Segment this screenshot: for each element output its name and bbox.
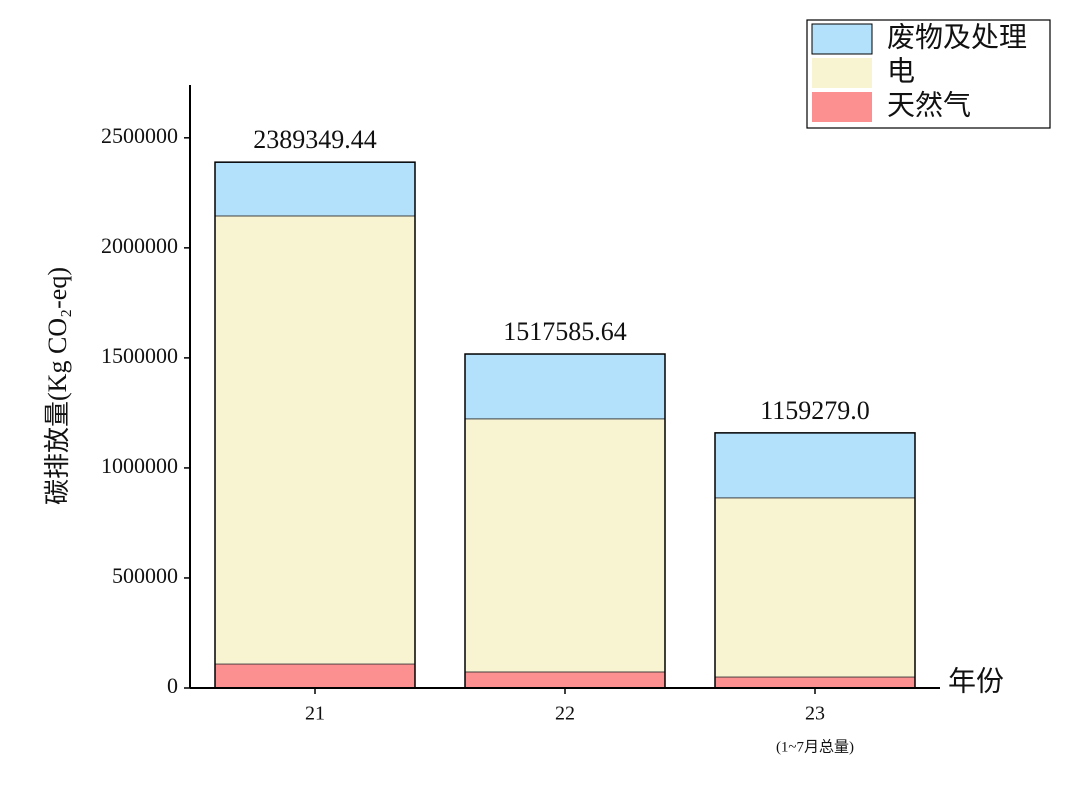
bar-segment bbox=[214, 215, 416, 665]
legend-label: 废物及处理 bbox=[887, 21, 1027, 53]
bar-segment bbox=[464, 418, 666, 673]
legend-label: 电 bbox=[887, 55, 915, 87]
bar-segment bbox=[714, 497, 916, 678]
y-tick-label: 2000000 bbox=[101, 233, 178, 258]
x-tick-label: 23 bbox=[805, 703, 825, 725]
bar-segment bbox=[714, 676, 916, 689]
y-tick-label: 1500000 bbox=[101, 343, 178, 368]
legend-swatch bbox=[811, 23, 873, 55]
y-tick-label: 1000000 bbox=[101, 453, 178, 478]
bar-segment bbox=[214, 161, 416, 217]
bar-segment bbox=[714, 432, 916, 499]
total-label: 1159279.0 bbox=[760, 396, 870, 425]
annotation: (1~7月总量) bbox=[776, 738, 854, 755]
total-label: 2389349.44 bbox=[253, 125, 377, 154]
total-label: 1517585.64 bbox=[503, 317, 627, 346]
bar-segment bbox=[464, 671, 666, 689]
x-axis-label: 年份 bbox=[948, 665, 1004, 697]
legend-label: 天然气 bbox=[887, 89, 971, 121]
y-tick-label: 500000 bbox=[112, 563, 178, 588]
bar-segment bbox=[464, 353, 666, 420]
y-tick-label: 2500000 bbox=[101, 123, 178, 148]
x-tick-label: 22 bbox=[555, 703, 575, 725]
x-tick-label: 21 bbox=[305, 703, 325, 725]
legend-swatch bbox=[812, 58, 872, 88]
bar-segment bbox=[214, 663, 416, 689]
y-tick-label: 0 bbox=[167, 673, 178, 698]
legend-swatch bbox=[812, 92, 872, 122]
y-axis-label: 碳排放量(Kg CO₂-eq) bbox=[43, 267, 72, 505]
